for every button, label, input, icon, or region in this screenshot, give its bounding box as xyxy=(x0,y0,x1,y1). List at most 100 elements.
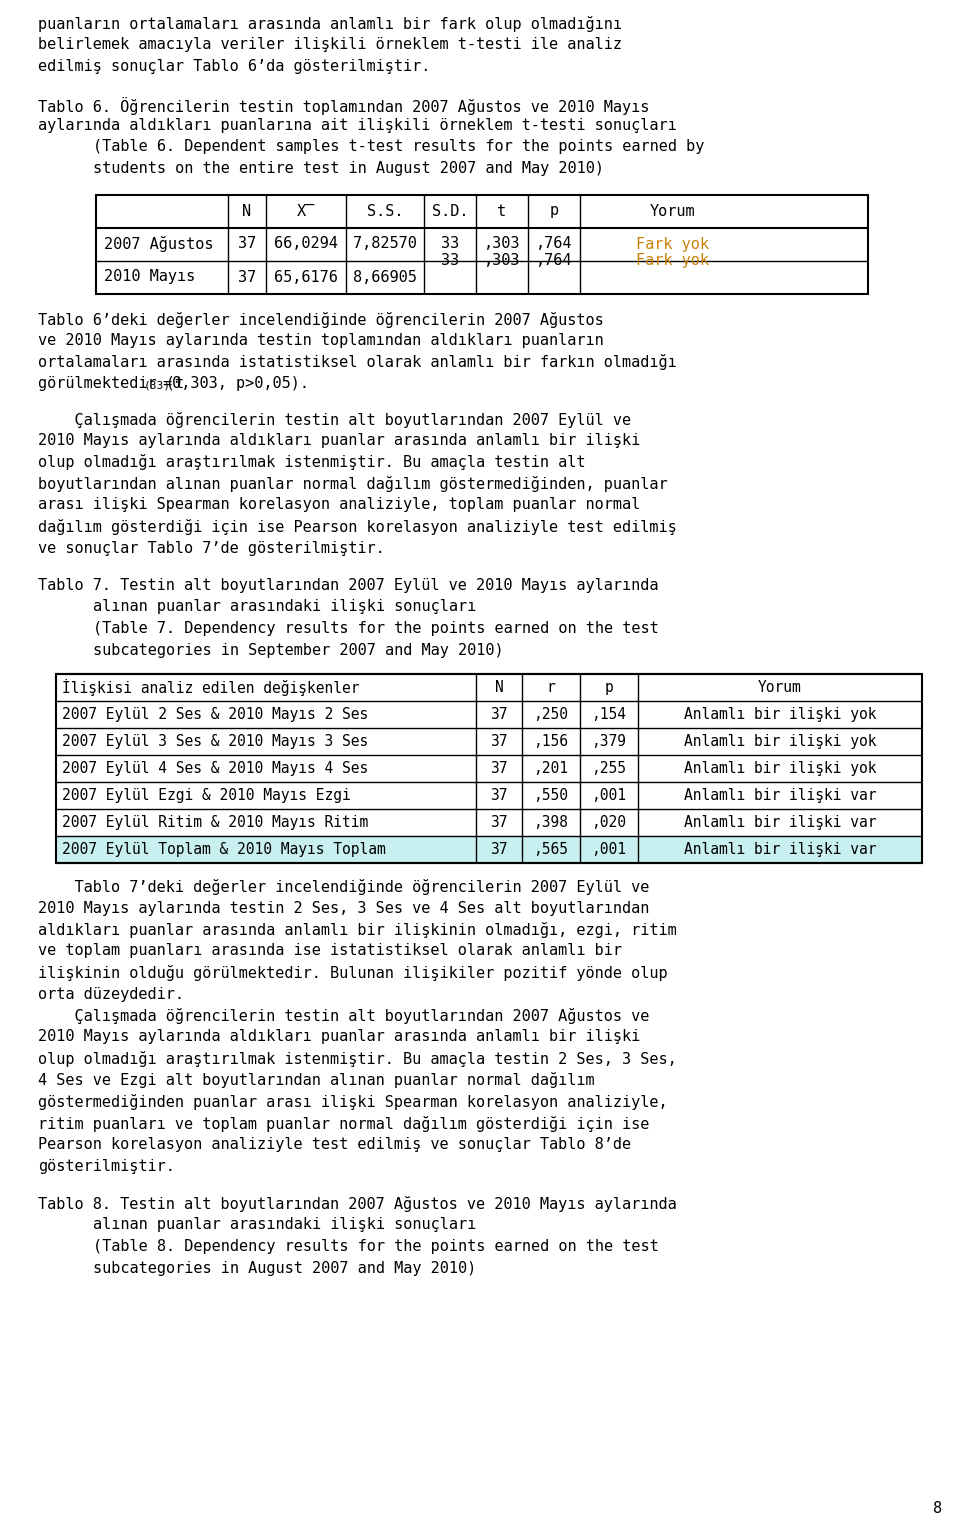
Text: Anlamlı bir ilişki var: Anlamlı bir ilişki var xyxy=(684,814,876,830)
Text: ,250: ,250 xyxy=(534,707,568,723)
Text: dağılım gösterdiği için ise Pearson korelasyon analiziyle test edilmiş: dağılım gösterdiği için ise Pearson kore… xyxy=(38,519,677,534)
Text: 37: 37 xyxy=(491,761,508,776)
Text: 37: 37 xyxy=(491,788,508,802)
Text: (33): (33) xyxy=(144,380,171,390)
Text: alınan puanlar arasındaki ilişki sonuçları: alınan puanlar arasındaki ilişki sonuçla… xyxy=(93,1217,476,1232)
Text: ,255: ,255 xyxy=(591,761,627,776)
Bar xyxy=(96,194,868,294)
Text: 37: 37 xyxy=(238,236,256,251)
Text: 8,66905: 8,66905 xyxy=(353,269,417,285)
Text: ,020: ,020 xyxy=(591,814,627,830)
Text: p: p xyxy=(605,680,613,695)
Text: ,001: ,001 xyxy=(591,788,627,802)
Text: boyutlarından alınan puanlar normal dağılım göstermediğinden, puanlar: boyutlarından alınan puanlar normal dağı… xyxy=(38,476,667,491)
Text: ,764: ,764 xyxy=(536,253,572,268)
Text: S.S.: S.S. xyxy=(367,204,403,219)
Text: ,398: ,398 xyxy=(534,814,568,830)
Text: 33: 33 xyxy=(441,253,459,268)
Text: 65,6176: 65,6176 xyxy=(274,269,338,285)
Text: Tablo 7. Testin alt boyutlarından 2007 Eylül ve 2010 Mayıs aylarında: Tablo 7. Testin alt boyutlarından 2007 E… xyxy=(38,579,659,592)
Text: 2007 Eylül Ezgi & 2010 Mayıs Ezgi: 2007 Eylül Ezgi & 2010 Mayıs Ezgi xyxy=(62,788,350,802)
Text: 8: 8 xyxy=(933,1500,942,1516)
Text: 2010 Mayıs: 2010 Mayıs xyxy=(104,269,195,285)
Text: 37: 37 xyxy=(491,814,508,830)
Text: ve 2010 Mayıs aylarında testin toplamından aldıkları puanların: ve 2010 Mayıs aylarında testin toplamınd… xyxy=(38,334,604,348)
Text: Çalışmada öğrencilerin testin alt boyutlarından 2007 Ağustos ve: Çalışmada öğrencilerin testin alt boyutl… xyxy=(38,1007,649,1024)
Text: 2010 Mayıs aylarında testin 2 Ses, 3 Ses ve 4 Ses alt boyutlarından: 2010 Mayıs aylarında testin 2 Ses, 3 Ses… xyxy=(38,900,649,916)
Text: 37: 37 xyxy=(491,733,508,749)
Text: ve toplam puanları arasında ise istatistiksel olarak anlamlı bir: ve toplam puanları arasında ise istatist… xyxy=(38,943,622,958)
Text: alınan puanlar arasındaki ilişki sonuçları: alınan puanlar arasındaki ilişki sonuçla… xyxy=(93,600,476,614)
Text: S.D.: S.D. xyxy=(432,204,468,219)
Text: görülmektedir (t: görülmektedir (t xyxy=(38,377,184,390)
Text: 33: 33 xyxy=(441,236,459,251)
Text: Tablo 6. Öğrencilerin testin toplamından 2007 Ağustos ve 2010 Mayıs: Tablo 6. Öğrencilerin testin toplamından… xyxy=(38,96,649,115)
Text: 2007 Eylül 3 Ses & 2010 Mayıs 3 Ses: 2007 Eylül 3 Ses & 2010 Mayıs 3 Ses xyxy=(62,733,369,749)
Text: Yorum: Yorum xyxy=(758,680,802,695)
Text: ilişkinin olduğu görülmektedir. Bulunan ilişikiler pozitif yönde olup: ilişkinin olduğu görülmektedir. Bulunan … xyxy=(38,965,667,981)
Text: olup olmadığı araştırılmak istenmiştir. Bu amaçla testin alt: olup olmadığı araştırılmak istenmiştir. … xyxy=(38,455,586,470)
Text: gösterilmiştir.: gösterilmiştir. xyxy=(38,1159,175,1173)
Text: X̅: X̅ xyxy=(297,204,315,219)
Bar xyxy=(56,836,922,863)
Text: ve sonuçlar Tablo 7’de gösterilmiştir.: ve sonuçlar Tablo 7’de gösterilmiştir. xyxy=(38,540,385,556)
Text: orta düzeydedir.: orta düzeydedir. xyxy=(38,986,184,1001)
Text: ,303: ,303 xyxy=(484,253,520,268)
Text: (Table 6. Dependent samples t-test results for the points earned by: (Table 6. Dependent samples t-test resul… xyxy=(93,139,705,155)
Text: 7,82570: 7,82570 xyxy=(353,236,417,251)
Text: Pearson korelasyon analiziyle test edilmiş ve sonuçlar Tablo 8’de: Pearson korelasyon analiziyle test edilm… xyxy=(38,1138,631,1151)
Text: N: N xyxy=(494,680,503,695)
Text: =0,303, p>0,05).: =0,303, p>0,05). xyxy=(163,377,309,390)
Text: aldıkları puanlar arasında anlamlı bir ilişkinin olmadığı, ezgi, ritim: aldıkları puanlar arasında anlamlı bir i… xyxy=(38,922,677,939)
Text: göstermediğinden puanlar arası ilişki Spearman korelasyon analiziyle,: göstermediğinden puanlar arası ilişki Sp… xyxy=(38,1095,667,1110)
Text: puanların ortalamaları arasında anlamlı bir fark olup olmadığını: puanların ortalamaları arasında anlamlı … xyxy=(38,15,622,32)
Text: 2007 Ağustos: 2007 Ağustos xyxy=(104,236,213,253)
Text: 37: 37 xyxy=(491,842,508,857)
Text: ,764: ,764 xyxy=(536,236,572,251)
Text: 37: 37 xyxy=(238,269,256,285)
Text: ,201: ,201 xyxy=(534,761,568,776)
Text: aylarında aldıkları puanlarına ait ilişkili örneklem t-testi sonuçları: aylarında aldıkları puanlarına ait ilişk… xyxy=(38,118,677,133)
Text: Anlamlı bir ilişki yok: Anlamlı bir ilişki yok xyxy=(684,707,876,723)
Text: Anlamlı bir ilişki yok: Anlamlı bir ilişki yok xyxy=(684,761,876,776)
Text: Fark yok: Fark yok xyxy=(636,253,708,268)
Text: (Table 8. Dependency results for the points earned on the test: (Table 8. Dependency results for the poi… xyxy=(93,1239,659,1254)
Text: olup olmadığı araştırılmak istenmiştir. Bu amaçla testin 2 Ses, 3 Ses,: olup olmadığı araştırılmak istenmiştir. … xyxy=(38,1050,677,1067)
Text: arası ilişki Spearman korelasyon analiziyle, toplam puanlar normal: arası ilişki Spearman korelasyon analizi… xyxy=(38,498,640,513)
Text: 66,0294: 66,0294 xyxy=(274,236,338,251)
Text: Tablo 6’deki değerler incelendiğinde öğrencilerin 2007 Ağustos: Tablo 6’deki değerler incelendiğinde öğr… xyxy=(38,311,604,328)
Text: t: t xyxy=(497,204,507,219)
Text: ,156: ,156 xyxy=(534,733,568,749)
Text: İlişkisi analiz edilen değişkenler: İlişkisi analiz edilen değişkenler xyxy=(62,678,359,697)
Text: ,303: ,303 xyxy=(484,236,520,251)
Text: ,379: ,379 xyxy=(591,733,627,749)
Text: ritim puanları ve toplam puanlar normal dağılım gösterdiği için ise: ritim puanları ve toplam puanlar normal … xyxy=(38,1116,649,1131)
Text: 2010 Mayıs aylarında aldıkları puanlar arasında anlamlı bir ilişki: 2010 Mayıs aylarında aldıkları puanlar a… xyxy=(38,433,640,449)
Text: ,154: ,154 xyxy=(591,707,627,723)
Text: subcategories in September 2007 and May 2010): subcategories in September 2007 and May … xyxy=(93,643,504,657)
Text: ,001: ,001 xyxy=(591,842,627,857)
Text: Anlamlı bir ilişki yok: Anlamlı bir ilişki yok xyxy=(684,733,876,749)
Text: 37: 37 xyxy=(491,707,508,723)
Text: Tablo 7’deki değerler incelendiğinde öğrencilerin 2007 Eylül ve: Tablo 7’deki değerler incelendiğinde öğr… xyxy=(38,879,649,896)
Text: ortalamaları arasında istatistiksel olarak anlamlı bir farkın olmadığı: ortalamaları arasında istatistiksel olar… xyxy=(38,355,677,371)
Text: 4 Ses ve Ezgi alt boyutlarından alınan puanlar normal dağılım: 4 Ses ve Ezgi alt boyutlarından alınan p… xyxy=(38,1073,594,1089)
Text: Tablo 8. Testin alt boyutlarından 2007 Ağustos ve 2010 Mayıs aylarında: Tablo 8. Testin alt boyutlarından 2007 A… xyxy=(38,1196,677,1213)
Bar xyxy=(56,674,922,863)
Text: ,550: ,550 xyxy=(534,788,568,802)
Text: N: N xyxy=(243,204,252,219)
Text: 2010 Mayıs aylarında aldıkları puanlar arasında anlamlı bir ilişki: 2010 Mayıs aylarında aldıkları puanlar a… xyxy=(38,1029,640,1044)
Text: 2007 Eylül 4 Ses & 2010 Mayıs 4 Ses: 2007 Eylül 4 Ses & 2010 Mayıs 4 Ses xyxy=(62,761,369,776)
Text: (Table 7. Dependency results for the points earned on the test: (Table 7. Dependency results for the poi… xyxy=(93,622,659,635)
Text: Anlamlı bir ilişki var: Anlamlı bir ilişki var xyxy=(684,842,876,857)
Text: 2007 Eylül Ritim & 2010 Mayıs Ritim: 2007 Eylül Ritim & 2010 Mayıs Ritim xyxy=(62,814,369,830)
Text: ,565: ,565 xyxy=(534,842,568,857)
Text: 2007 Eylül Toplam & 2010 Mayıs Toplam: 2007 Eylül Toplam & 2010 Mayıs Toplam xyxy=(62,842,386,857)
Text: Anlamlı bir ilişki var: Anlamlı bir ilişki var xyxy=(684,788,876,802)
Text: Fark yok: Fark yok xyxy=(636,236,708,251)
Text: 2007 Eylül 2 Ses & 2010 Mayıs 2 Ses: 2007 Eylül 2 Ses & 2010 Mayıs 2 Ses xyxy=(62,707,369,723)
Text: students on the entire test in August 2007 and May 2010): students on the entire test in August 20… xyxy=(93,161,604,176)
Text: edilmiş sonuçlar Tablo 6’da gösterilmiştir.: edilmiş sonuçlar Tablo 6’da gösterilmişt… xyxy=(38,60,430,73)
Text: r: r xyxy=(546,680,556,695)
Text: p: p xyxy=(549,204,559,219)
